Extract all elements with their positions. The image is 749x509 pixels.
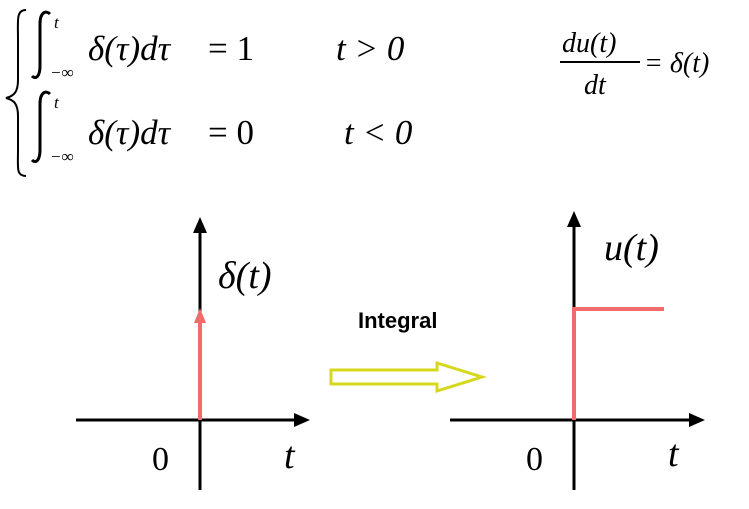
hollow-arrow-icon	[329, 360, 488, 394]
integral-lower-limit: −∞	[50, 63, 74, 82]
condition-text: t < 0	[344, 113, 413, 152]
integrand: δ(τ)dτ	[88, 29, 172, 68]
integral-upper-limit: t	[54, 13, 60, 32]
integral-value: = 0	[208, 113, 254, 152]
integral-upper-limit: t	[54, 93, 60, 112]
y-axis-arrowhead-icon	[193, 217, 207, 233]
axis-label: t	[284, 435, 296, 477]
x-axis-arrowhead-icon	[294, 413, 310, 427]
formula-block: t −∞ δ(τ)dτ = 1 t > 0 t −∞ δ(τ)dτ = 0 t …	[5, 9, 709, 177]
integral-arrow: Integral	[329, 308, 488, 394]
delta-plot: δ(t) 0 t	[76, 217, 310, 490]
integral-lower-limit: −∞	[50, 147, 74, 166]
derivative-numerator: du(t)	[562, 28, 616, 59]
origin-label: 0	[526, 441, 543, 478]
curly-brace	[5, 9, 27, 177]
derivative-denominator: dt	[584, 70, 607, 101]
integral-formula-1: t −∞ δ(τ)dτ = 1 t > 0	[30, 10, 405, 82]
function-label: δ(t)	[218, 255, 272, 297]
impulse-arrowhead-icon	[194, 308, 206, 323]
axis-label: t	[668, 433, 680, 475]
integrand: δ(τ)dτ	[88, 113, 172, 152]
y-axis-arrowhead-icon	[567, 211, 581, 227]
integral-value: = 1	[208, 29, 254, 68]
x-axis-arrowhead-icon	[689, 413, 705, 427]
integral-sign-icon	[30, 90, 52, 163]
integral-formula-2: t −∞ δ(τ)dτ = 0 t < 0	[30, 90, 413, 166]
arrow-label: Integral	[358, 308, 437, 333]
origin-label: 0	[152, 441, 169, 478]
function-label: u(t)	[604, 227, 659, 269]
step-plot: u(t) 0 t	[450, 211, 705, 490]
condition-text: t > 0	[336, 29, 405, 68]
integral-sign-icon	[30, 10, 52, 79]
step-function-line	[572, 307, 664, 420]
derivative-rhs: = δ(t)	[644, 48, 709, 79]
derivative-formula: du(t) dt = δ(t)	[560, 28, 709, 101]
